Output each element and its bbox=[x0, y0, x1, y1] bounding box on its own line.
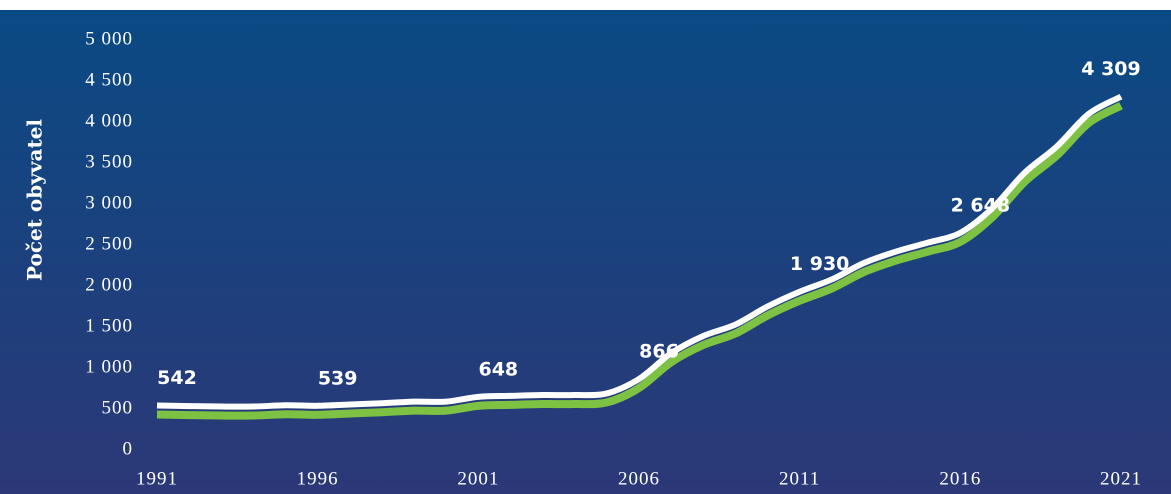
x-tick-label: 2021 bbox=[1100, 468, 1142, 489]
y-tick-label: 2 000 bbox=[85, 274, 133, 295]
y-tick-label: 500 bbox=[102, 397, 134, 418]
value-label: 2 648 bbox=[951, 194, 1011, 216]
x-tick-label: 2001 bbox=[457, 468, 499, 489]
y-tick-label: 0 bbox=[123, 438, 134, 459]
y-tick-label: 3 500 bbox=[85, 151, 133, 172]
value-label: 1 930 bbox=[790, 253, 850, 275]
y-tick-label: 4 500 bbox=[85, 69, 133, 90]
y-tick-label: 1 000 bbox=[85, 356, 133, 377]
x-tick-label: 2011 bbox=[779, 468, 820, 489]
value-label: 539 bbox=[318, 367, 358, 389]
y-tick-label: 5 000 bbox=[85, 28, 133, 49]
y-tick-label: 3 000 bbox=[85, 192, 133, 213]
accent-line bbox=[156, 102, 1123, 420]
x-tick-label: 2006 bbox=[618, 468, 660, 489]
x-tick-label: 2016 bbox=[939, 468, 981, 489]
x-tick-label: 1991 bbox=[136, 468, 178, 489]
value-label: 4 309 bbox=[1081, 58, 1141, 80]
y-tick-label: 1 500 bbox=[85, 315, 133, 336]
line bbox=[156, 93, 1123, 410]
y-tick-label: 2 500 bbox=[85, 233, 133, 254]
value-label: 542 bbox=[157, 367, 197, 389]
value-label: 866 bbox=[639, 340, 679, 362]
x-tick-label: 1996 bbox=[297, 468, 339, 489]
value-label: 648 bbox=[478, 358, 518, 380]
y-tick-label: 4 000 bbox=[85, 110, 133, 131]
background bbox=[0, 10, 1171, 494]
y-axis-label: Počet obyvatel bbox=[23, 119, 47, 281]
